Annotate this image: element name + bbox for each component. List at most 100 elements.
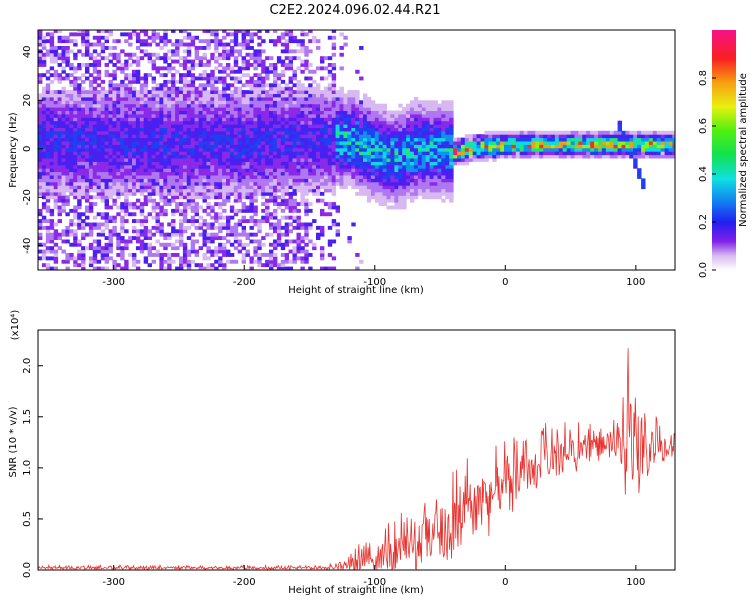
spectrogram-cell [175, 202, 180, 206]
spectrogram-cell [53, 144, 59, 149]
spectrogram-cell [449, 188, 454, 193]
spectrogram-cell [53, 76, 59, 81]
spectrogram-cell [65, 130, 70, 135]
spectrogram-cell [38, 117, 43, 122]
spectrogram-cell [143, 202, 149, 206]
spectrogram-cell [222, 56, 227, 61]
spectrogram-cell [120, 229, 125, 234]
spectrogram-cell [163, 266, 168, 270]
spectrogram-cell [198, 144, 203, 149]
spectrogram-cell [331, 256, 337, 261]
spectrogram-cell [198, 147, 203, 152]
spectrogram-cell [175, 127, 180, 132]
spectrogram-cell [312, 144, 317, 149]
spectrogram-cell [406, 154, 411, 159]
spectrogram-cell [53, 222, 59, 227]
spectrogram-cell [304, 164, 309, 169]
spectrogram-cell [143, 181, 149, 186]
spectrogram-cell [218, 205, 223, 210]
spectrogram-cell [425, 144, 431, 149]
spectrogram-cell [73, 130, 78, 135]
spectrogram-cell [210, 52, 215, 57]
spectrogram-cell [398, 171, 403, 176]
spectrogram-cell [284, 39, 290, 44]
spectrogram-cell [241, 147, 246, 152]
spectrogram-cell [304, 188, 309, 193]
spectrogram-cell [355, 120, 360, 125]
spectrogram-cell [38, 127, 43, 132]
spectrogram-cell [159, 205, 164, 210]
spectrogram-cell [308, 39, 313, 44]
spectrogram-cell [167, 175, 172, 179]
spectrogram-cell [100, 113, 106, 118]
spectrogram-cell [257, 90, 262, 94]
spectrogram-cell [73, 79, 78, 84]
spectrogram-cell [253, 59, 258, 64]
spectrogram-cell [190, 137, 196, 142]
spectrogram-cell [265, 93, 270, 98]
spectrogram-cell [85, 42, 90, 47]
spectrogram-cell [100, 35, 106, 40]
spectrogram-cell [112, 161, 117, 166]
spectrogram-cell [198, 195, 203, 200]
spectrogram-cell [73, 117, 78, 122]
spectrogram-cell [331, 178, 337, 183]
spectrogram-cell [413, 103, 419, 108]
spectrogram-cell [292, 205, 297, 210]
spectrogram-cell [132, 96, 137, 101]
spectrogram-cell [124, 259, 129, 264]
spectrogram-cell [257, 137, 262, 142]
spectrogram-cell [347, 168, 352, 173]
spectrogram-cell [308, 117, 313, 122]
spectrogram-cell [237, 181, 243, 186]
spectrogram-cell [92, 124, 98, 128]
spectrogram-cell [155, 35, 160, 40]
spectrogram-cell [237, 134, 243, 139]
spectrogram-cell [202, 110, 207, 115]
spectrogram-cell [194, 124, 199, 128]
spectrogram-cell [139, 222, 145, 227]
spectrogram-cell [61, 154, 66, 159]
spectrogram-cell [124, 164, 129, 169]
spectrogram-cell [320, 100, 325, 105]
spectrogram-cell [433, 178, 438, 183]
spectrogram-cell [96, 69, 102, 74]
spectrogram-cell [45, 198, 51, 203]
spectrogram-cell [206, 124, 211, 128]
spectrogram-cell [410, 178, 415, 183]
spectrogram-cell [331, 191, 337, 196]
spectrogram-cell [77, 103, 82, 108]
spectrogram-cell [335, 147, 340, 152]
spectrogram-cell [296, 232, 301, 237]
spectrogram-cell [421, 100, 427, 105]
spectrogram-cell [507, 144, 513, 149]
spectrogram-cell [41, 124, 47, 128]
spectrogram-cell [171, 222, 176, 227]
spectrogram-cell [421, 113, 427, 118]
spectrogram-cell [222, 242, 227, 247]
spectrogram-cell [120, 158, 125, 162]
spectrogram-cell [73, 178, 78, 183]
spectrogram-cell [163, 127, 168, 132]
spectrogram-cell [343, 130, 348, 135]
spectrogram-cell [139, 242, 145, 247]
spectrogram-cell [441, 120, 446, 125]
spectrogram-cell [449, 113, 454, 118]
spectrogram-cell [398, 158, 403, 162]
spectrogram-cell [61, 49, 66, 54]
spectrogram-cell [151, 93, 156, 98]
spectrogram-cell [316, 144, 321, 149]
spectrogram-cell [53, 205, 59, 210]
spectrogram-cell [135, 259, 141, 264]
spectrogram-cell [359, 171, 364, 176]
spectrogram-cell [280, 49, 286, 54]
spectrogram-cell [226, 107, 231, 111]
spectrogram-cell [292, 175, 297, 179]
spectrogram-cell [249, 202, 254, 206]
spectrogram-cell [100, 198, 106, 203]
spectrogram-cell [210, 225, 215, 230]
spectrogram-cell [104, 127, 109, 132]
spectrogram-cell [249, 39, 254, 44]
spectrogram-cell [73, 175, 78, 179]
spectrogram-cell [269, 164, 274, 169]
